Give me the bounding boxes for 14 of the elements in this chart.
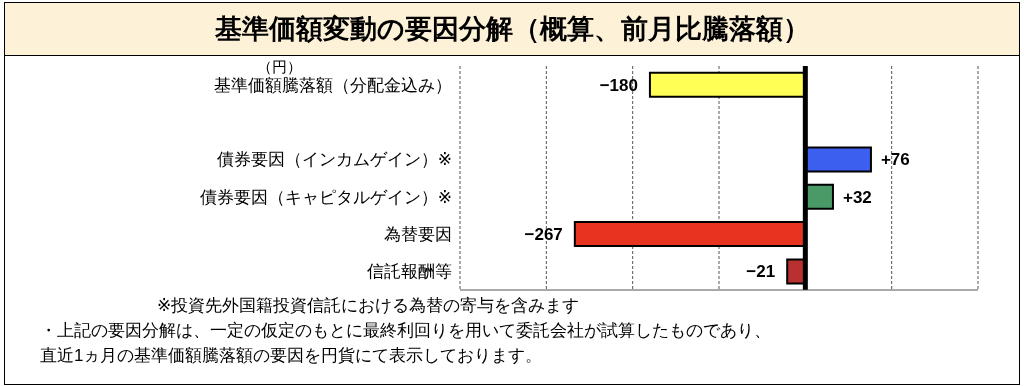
chart-title: 基準価額変動の要因分解（概算、前月比騰落額） (4, 2, 1020, 56)
text: （円） (257, 58, 302, 77)
y-tick-label: 為替要因 (384, 225, 452, 245)
y-tick-label: 基準価額騰落額（分配金込み） (214, 75, 452, 95)
data-label: +76 (880, 150, 910, 170)
text: ・上記の要因分解は、一定の仮定のもとに最終利回りを用いて委託会社が試算したものであり、直近1ヵ月の基準価額騰落額の要因を円貨にて表示しております。 (40, 320, 772, 367)
y-tick-label: 債券要因（キャピタルゲイン）※ (199, 187, 452, 207)
data-label: +32 (842, 187, 872, 207)
y-tick-label: 債券要因（インカムゲイン）※ (216, 150, 452, 170)
data-label: −267 (524, 225, 563, 244)
data-label: −21 (746, 262, 776, 282)
data-label: −180 (599, 75, 638, 95)
y-tick-label: 信託報酬等 (367, 262, 452, 282)
text: ※投資先外国籍投資信託における為替の寄与を含みます (157, 295, 580, 317)
